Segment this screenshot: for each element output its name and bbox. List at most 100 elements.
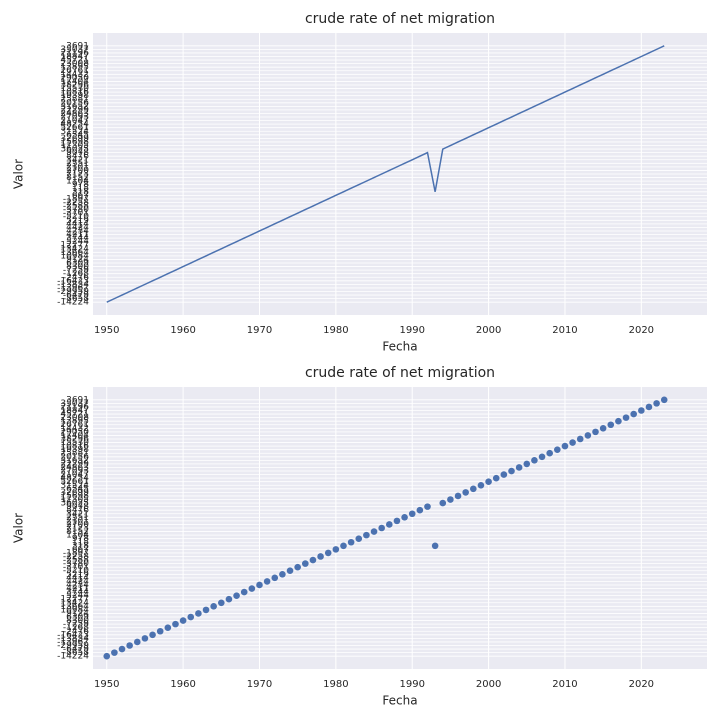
y-tick-label: 8476	[66, 506, 89, 516]
point	[279, 570, 286, 578]
point	[508, 467, 515, 475]
y-tick-label: 7123	[66, 524, 89, 534]
point	[645, 403, 653, 411]
y-tick-label: -13967	[57, 637, 89, 647]
point	[195, 610, 202, 617]
y-tick-label: 4211	[66, 230, 89, 240]
y-tick-label: 2700	[66, 520, 89, 530]
y-tick-label: 22299	[60, 105, 89, 115]
chart-panel: -14224-8658-6479-29959-13967-13834-16423…	[12, 365, 707, 708]
y-tick-label: -8658	[63, 294, 89, 304]
point	[569, 439, 576, 446]
point	[408, 510, 416, 518]
point	[149, 631, 156, 639]
point	[302, 560, 309, 567]
point	[401, 514, 408, 521]
y-tick-label: 5219	[66, 216, 89, 226]
y-tick-label: 31524	[60, 127, 89, 137]
y-tick-label: -8658	[63, 648, 89, 658]
y-tick-label: 667	[72, 545, 89, 555]
x-tick-label: 2020	[629, 325, 654, 336]
y-tick-label: 23008	[60, 413, 89, 423]
y-tick-label: 15698	[60, 137, 89, 147]
y-tick-label: 6309	[66, 259, 89, 269]
y-tick-label: -7259	[63, 266, 89, 276]
chart-panel: -14224-8658-6479-29959-13967-13834-16423…	[12, 11, 707, 354]
y-tick-label: 978	[72, 180, 89, 190]
y-tick-label: 15698	[60, 491, 89, 501]
point	[546, 449, 553, 457]
point	[584, 432, 592, 439]
y-tick-label: 25881	[60, 95, 89, 105]
y-tick-label: 48254	[60, 120, 89, 130]
y-tick-label: 20156	[60, 452, 89, 462]
point	[233, 592, 240, 599]
y-tick-label: 14432	[60, 424, 89, 434]
y-tick-label: 13664	[60, 602, 89, 612]
point	[660, 396, 668, 404]
y-tick-label: 9078	[66, 148, 89, 158]
point	[531, 457, 538, 464]
y-tick-label: 118	[72, 184, 89, 194]
y-tick-label: 12277	[60, 595, 89, 605]
y-tick-label: 38296	[60, 80, 89, 90]
x-tick-label: 1970	[247, 325, 272, 336]
y-tick-label: 667	[72, 191, 89, 201]
y-tick-label: 19398	[60, 445, 89, 455]
point	[141, 635, 149, 642]
y-tick-label: 2700	[66, 166, 89, 176]
y-tick-label: 4234	[66, 226, 89, 236]
y-tick-label: 22299	[60, 459, 89, 469]
point	[172, 620, 179, 628]
y-tick-label: 29050	[60, 427, 89, 437]
y-tick-label: -2258	[63, 552, 89, 562]
y-tick-label: 3691	[66, 41, 89, 51]
point	[179, 617, 187, 624]
point	[355, 535, 363, 542]
y-tick-label: 6545	[66, 484, 89, 494]
x-axis-label: Fecha	[382, 694, 417, 708]
point	[263, 578, 271, 585]
y-tick-label: 13424	[60, 598, 89, 608]
y-tick-label: -3780	[63, 559, 89, 569]
y-tick-label: 318	[72, 187, 89, 197]
y-tick-label: 17404	[60, 431, 89, 441]
y-tick-label: 10984	[60, 251, 89, 261]
y-tick-label: 18847	[60, 406, 89, 416]
point	[439, 499, 447, 507]
y-tick-label: -13834	[57, 634, 89, 644]
y-tick-label: -5210	[63, 566, 89, 576]
point	[240, 588, 248, 596]
x-tick-label: 2020	[629, 679, 654, 690]
y-tick-label: 6545	[66, 130, 89, 140]
y-tick-label: 4211	[66, 584, 89, 594]
point	[607, 421, 615, 429]
y-tick-label: 24863	[60, 463, 89, 473]
point	[561, 442, 569, 450]
chart-title: crude rate of net migration	[305, 365, 495, 381]
point	[317, 553, 324, 560]
y-tick-label: 10816	[60, 88, 89, 98]
y-tick-label: 52661	[60, 477, 89, 487]
point	[340, 542, 347, 550]
y-tick-label: 21047	[60, 470, 89, 480]
y-tick-label: -6479	[63, 645, 89, 655]
x-tick-label: 2010	[552, 325, 577, 336]
y-tick-label: 18847	[60, 52, 89, 62]
point	[202, 606, 210, 614]
y-tick-label: 3744	[66, 234, 89, 244]
point	[256, 581, 263, 589]
y-tick-label: 5219	[66, 570, 89, 580]
y-tick-label: -14224	[57, 652, 89, 662]
chart-title: crude rate of net migration	[305, 11, 495, 27]
point	[286, 567, 294, 575]
y-tick-label: -16423	[57, 276, 89, 286]
y-tick-label: 11305	[60, 495, 89, 505]
y-tick-label: 978	[72, 534, 89, 544]
x-tick-label: 2010	[552, 679, 577, 690]
y-tick-label: 21047	[60, 116, 89, 126]
y-tick-label: -1897	[63, 548, 89, 558]
y-tick-label: 35037	[60, 45, 89, 55]
y-tick-label: 13895	[60, 63, 89, 73]
